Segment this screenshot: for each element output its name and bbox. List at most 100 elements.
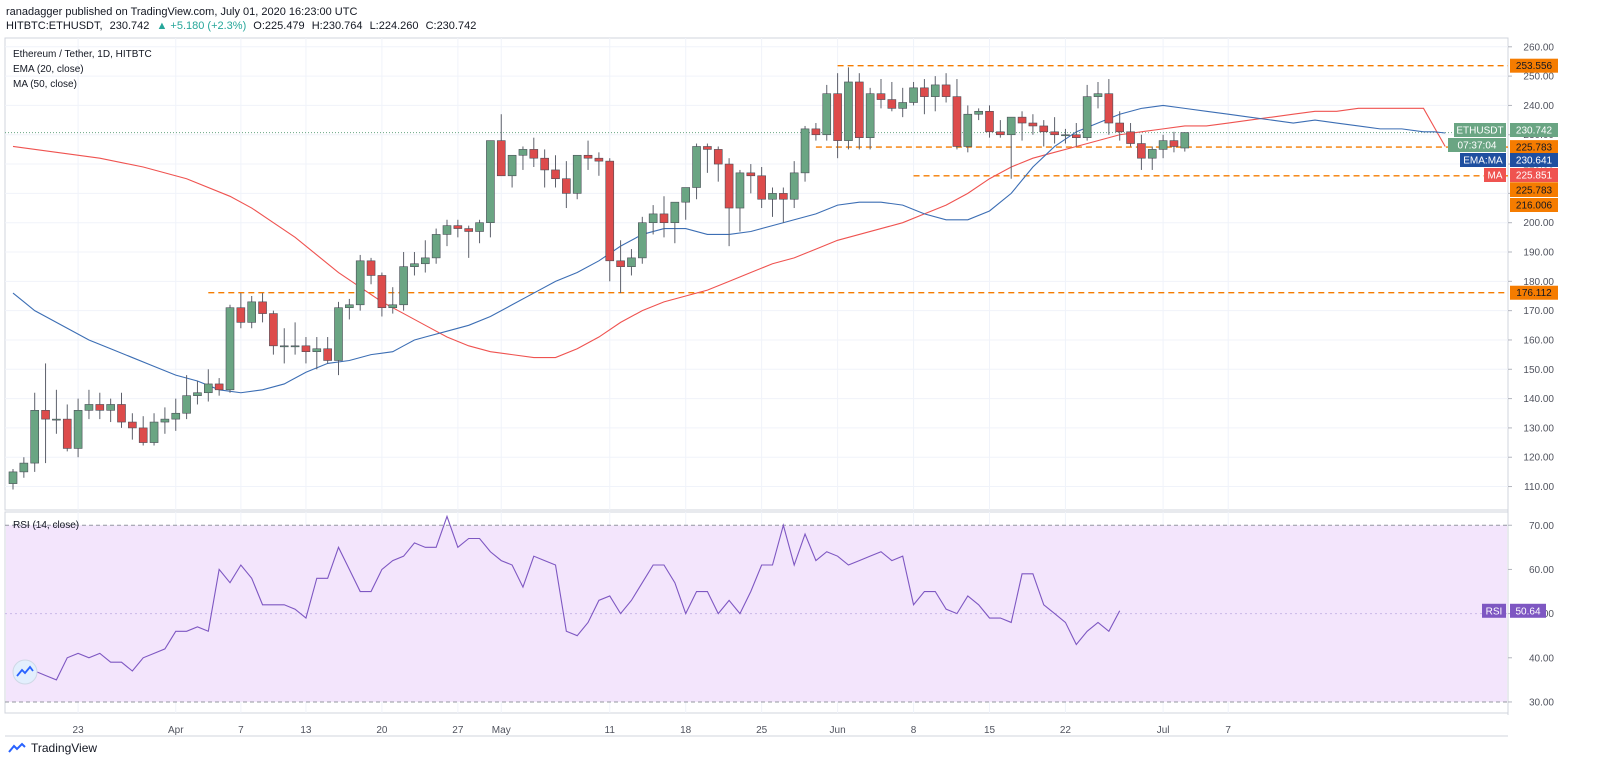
price-tick-label: 250.00 <box>1523 72 1554 83</box>
candle-body <box>1180 132 1190 149</box>
series-value-tag-label: 216.006 <box>1516 201 1553 212</box>
candle-body <box>258 301 267 314</box>
candle-body <box>789 172 799 200</box>
candle-body <box>301 345 311 352</box>
candle-body <box>854 81 864 138</box>
series-value-tag-label: 230.641 <box>1516 156 1553 167</box>
candle-body <box>377 275 387 309</box>
time-tick-label: 22 <box>1060 725 1072 736</box>
candle-body <box>985 110 994 133</box>
candle-body <box>724 163 734 209</box>
level-price-tag-label: 253.556 <box>1516 61 1553 72</box>
time-tick-label: 23 <box>73 725 85 736</box>
candle-body <box>757 175 766 200</box>
candle-body <box>941 84 951 97</box>
series-value-tag-label: 225.783 <box>1516 186 1553 197</box>
candle-body <box>1006 116 1016 136</box>
publisher-line: ranadagger published on TradingView.com,… <box>6 6 358 18</box>
candle-body <box>345 304 354 309</box>
candle-body <box>312 348 322 352</box>
time-tick-label: 8 <box>911 725 917 736</box>
time-tick-label: Jul <box>1157 725 1170 736</box>
tradingview-logo-icon <box>8 742 26 753</box>
candle-body <box>844 81 853 141</box>
price-tick-label: 160.00 <box>1523 335 1554 346</box>
series-name-tag <box>1448 138 1506 152</box>
candle-body <box>431 234 441 259</box>
candle-body <box>1028 122 1038 127</box>
candle-body <box>1017 116 1027 124</box>
time-tick-label: Apr <box>168 725 184 736</box>
time-tick-label: 25 <box>756 725 768 736</box>
series-value-tag-label: 230.742 <box>1516 126 1553 137</box>
price-tick-label: 240.00 <box>1523 101 1554 112</box>
candle-body <box>670 201 680 223</box>
candle-body <box>703 146 712 150</box>
series-value-tag <box>1510 168 1558 182</box>
tradingview-watermark-icon <box>12 659 38 685</box>
candle-body <box>399 266 408 306</box>
candle-body <box>1147 149 1157 159</box>
candle-body <box>149 421 159 443</box>
candle-body <box>1072 134 1081 138</box>
candle-body <box>909 87 918 103</box>
rsi-tick-label: 30.00 <box>1529 697 1554 708</box>
candle-body <box>540 157 549 171</box>
ohlc-legend: HITBTC:ETHUSDT, 230.742 ▲ +5.180 (+2.3%)… <box>6 20 480 32</box>
rsi-title: RSI (14, close) <box>13 520 79 531</box>
candle-body <box>920 87 929 97</box>
candle-body <box>681 187 691 203</box>
candle-body <box>833 93 842 141</box>
rsi-tick-label: 70.00 <box>1529 521 1554 532</box>
candle-body <box>453 225 463 229</box>
candle-body <box>323 348 332 361</box>
brand-name[interactable]: TradingView <box>31 741 98 755</box>
last-price: 230.742 <box>109 20 150 32</box>
series-name-tag <box>1484 168 1506 182</box>
candle-body <box>138 427 148 443</box>
candle-body <box>355 260 365 306</box>
candle-body <box>486 140 495 223</box>
candle-body <box>1093 93 1103 97</box>
watermark-mark <box>16 665 34 677</box>
time-tick-label: 18 <box>680 725 692 736</box>
ma50-line <box>12 107 1446 359</box>
price-tick-label: 110.00 <box>1524 482 1554 493</box>
rsi-value-tag-label: 50.64 <box>1515 606 1540 617</box>
time-tick-label: 27 <box>452 725 464 736</box>
candle-body <box>106 404 115 411</box>
candle-body <box>247 301 256 323</box>
ma-legend: MA (50, close) <box>13 79 77 90</box>
price-tick-label: 170.00 <box>1523 306 1554 317</box>
chart-title: Ethereum / Tether, 1D, HITBTC <box>13 49 152 60</box>
candle-body <box>637 222 647 259</box>
symbol-label[interactable]: HITBTC:ETHUSDT, <box>6 20 103 32</box>
level-price-tag <box>1510 58 1558 73</box>
candle-body <box>996 131 1005 136</box>
candle-body <box>1039 125 1049 133</box>
candle-body <box>713 149 723 165</box>
rsi-tick-label: 40.00 <box>1529 653 1554 664</box>
rsi-name-tag-label: RSI <box>1486 606 1503 617</box>
price-tick-label: 140.00 <box>1523 394 1554 405</box>
series-value-tag-label: 225.851 <box>1516 171 1553 182</box>
price-pane <box>4 37 1509 511</box>
price-tick-label: 180.00 <box>1523 277 1554 288</box>
candle-body <box>420 257 430 265</box>
candle-body <box>746 172 756 177</box>
candle-body <box>1050 131 1059 136</box>
series-value-tag <box>1510 198 1558 212</box>
series-value-tag <box>1510 123 1558 137</box>
candle-body <box>442 225 452 235</box>
candle-body <box>562 178 571 194</box>
price-tick-label: 120.00 <box>1523 453 1554 464</box>
level-price-tag <box>1510 140 1558 155</box>
candle-body <box>475 222 484 232</box>
candle-body <box>529 149 539 159</box>
candle-body <box>876 93 886 100</box>
ema-legend: EMA (20, close) <box>13 64 84 75</box>
rsi-value-tag <box>1510 603 1546 618</box>
candle-body <box>627 257 636 267</box>
candle-body <box>279 345 289 348</box>
